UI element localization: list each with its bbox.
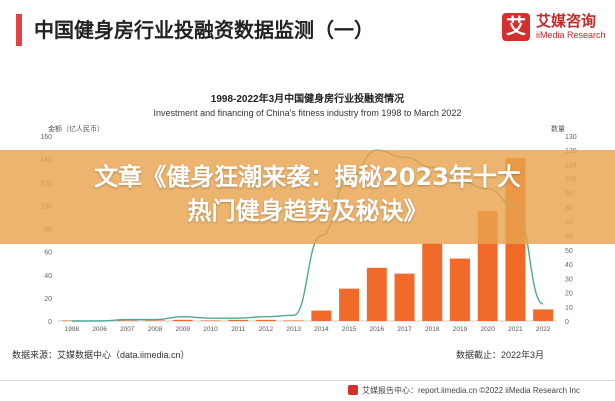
y-left-tick-label: 0 — [48, 319, 52, 326]
x-tick-label: 2021 — [508, 326, 523, 333]
y-left-tick-label: 40 — [44, 273, 52, 280]
footer — [0, 380, 615, 401]
article-banner-text[interactable]: 文章《健身狂潮来袭：揭秘2023年十大 热门健身趋势及秘诀》 — [0, 160, 615, 228]
x-tick-label: 2008 — [148, 326, 163, 333]
x-tick-label: 2013 — [286, 326, 301, 333]
bar — [283, 320, 304, 322]
y-right-tick-label: 30 — [565, 276, 573, 283]
x-tick-label: 1998 — [65, 326, 80, 333]
y-axis-right-label: 数量 — [551, 126, 565, 133]
chart-title: 1998-2022年3月中国健身房行业投融资情况 — [210, 94, 405, 105]
footer-logo-icon — [348, 385, 358, 395]
y-right-tick-label: 0 — [565, 319, 569, 326]
header: 中国健身房行业投融资数据监测（一） 艾 艾媒咨询 iiMedia Researc… — [0, 0, 615, 58]
x-tick-label: 2009 — [176, 326, 191, 333]
chart-subtitle: Investment and financing of China's fitn… — [153, 108, 462, 118]
bar — [366, 267, 387, 321]
x-tick-label: 2020 — [480, 326, 495, 333]
x-tick-label: 2011 — [231, 326, 245, 333]
y-right-tick-label: 50 — [565, 248, 573, 255]
brand-name-en: iiMedia Research — [536, 30, 606, 40]
bar — [533, 309, 554, 321]
y-left-tick-label: 20 — [44, 296, 52, 303]
bar — [117, 320, 138, 322]
x-tick-label: 2014 — [314, 326, 329, 333]
bar — [228, 319, 249, 321]
x-tick-label: 2018 — [425, 326, 440, 333]
x-tick-label: 2006 — [92, 326, 107, 333]
brand-name-cn: 艾媒咨询 — [536, 13, 597, 30]
y-axis-left-label: 金额（亿人民币） — [48, 126, 104, 133]
x-tick-label: 2015 — [342, 326, 357, 333]
page-title: 中国健身房行业投融资数据监测（一） — [34, 20, 374, 42]
banner-line-2: 热门健身趋势及秘诀》 — [187, 197, 428, 225]
bar — [145, 320, 166, 322]
title-accent-bar — [16, 14, 22, 46]
bar — [449, 258, 470, 321]
bar — [394, 273, 415, 321]
footer-text: 艾媒报告中心：report.iimedia.cn ©2022 iiMedia R… — [362, 386, 580, 395]
x-tick-label: 2016 — [370, 326, 385, 333]
y-right-tick-label: 130 — [565, 134, 577, 141]
data-source: 数据来源：艾媒数据中心（data.iimedia.cn） — [12, 350, 190, 360]
x-tick-label: 2012 — [259, 326, 274, 333]
bar — [311, 310, 332, 321]
y-right-tick-label: 40 — [565, 262, 573, 269]
x-tick-label: 2017 — [397, 326, 412, 333]
x-tick-label: 2022 — [536, 326, 551, 333]
brand-logo-icon: 艾 — [502, 13, 530, 41]
bar — [422, 243, 443, 321]
bar — [339, 288, 360, 321]
bar — [172, 319, 193, 321]
y-right-tick-label: 10 — [565, 305, 573, 312]
data-deadline: 数据截止：2022年3月 — [456, 350, 545, 360]
y-right-tick-label: 20 — [565, 291, 573, 298]
x-tick-label: 2019 — [453, 326, 468, 333]
x-tick-label: 2010 — [203, 326, 218, 333]
article-banner[interactable] — [0, 150, 615, 244]
x-tick-label: 2007 — [120, 326, 135, 333]
y-left-tick-label: 60 — [44, 250, 52, 257]
bar — [255, 319, 276, 321]
y-left-tick-label: 160 — [40, 134, 52, 141]
bar — [200, 320, 221, 322]
banner-line-1: 文章《健身狂潮来袭：揭秘2023年十大 — [94, 163, 521, 191]
